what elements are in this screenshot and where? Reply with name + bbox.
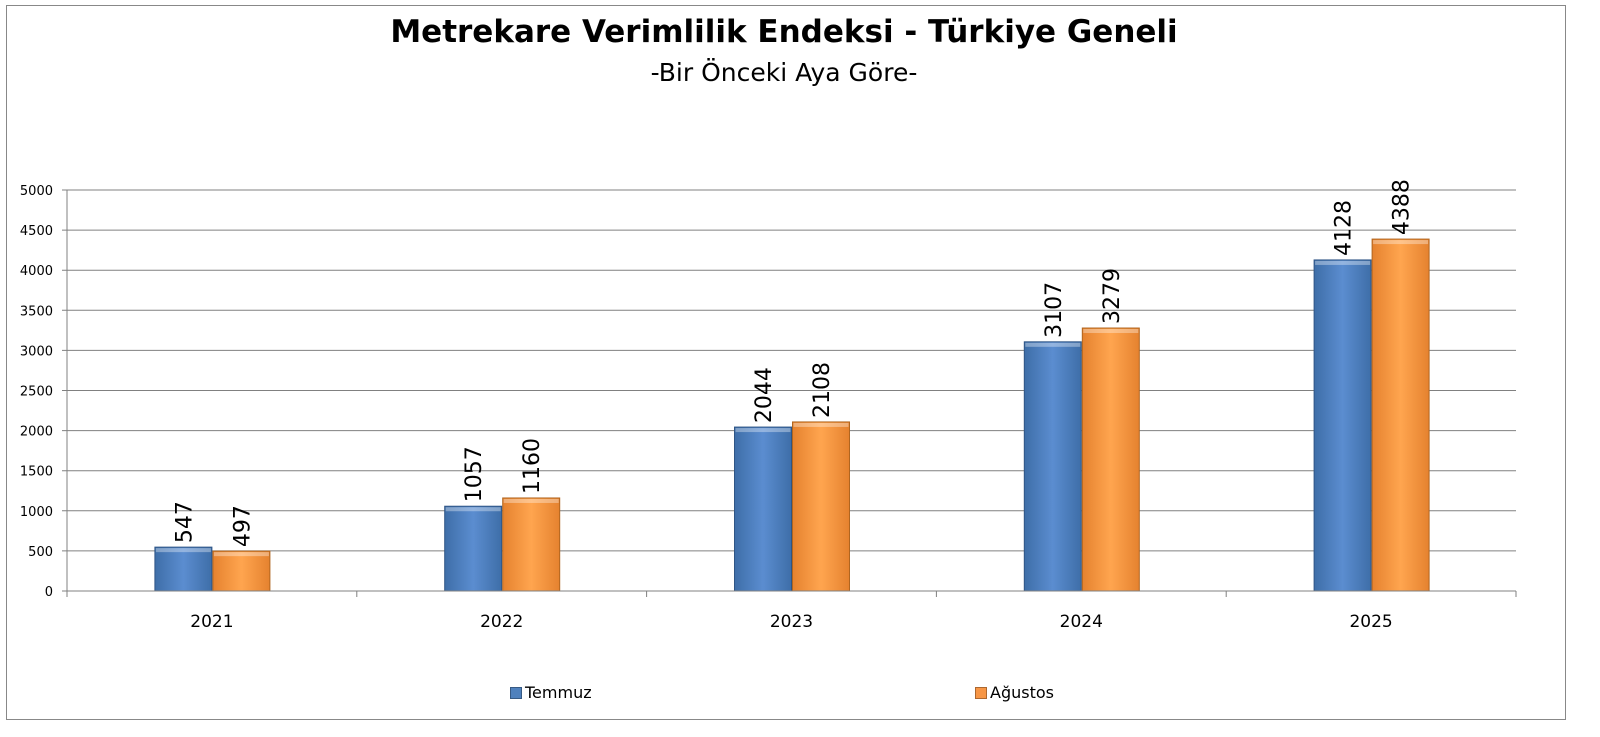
bar-bevel — [1373, 240, 1429, 245]
bar-bevel — [793, 422, 849, 427]
bar-temmuz-2023 — [734, 426, 792, 592]
data-label: 547 — [172, 501, 197, 543]
bar-bevel — [213, 552, 269, 557]
data-label: 3279 — [1100, 268, 1125, 324]
bar-bevel — [445, 507, 501, 512]
data-label: 2108 — [810, 362, 835, 418]
data-label: 4388 — [1390, 179, 1415, 235]
bar-bevel — [1025, 342, 1081, 347]
bar-bevel — [735, 428, 791, 433]
bar-ağustos-2023 — [792, 421, 850, 592]
bar-temmuz-2025 — [1313, 259, 1372, 592]
y-tick-label: 0 — [45, 585, 53, 600]
y-tick-label: 2500 — [20, 385, 53, 400]
bar-temmuz-2021 — [154, 546, 213, 592]
data-label: 2044 — [752, 367, 777, 423]
y-tick-label: 1500 — [20, 465, 53, 480]
y-tick-label: 500 — [28, 545, 53, 560]
x-tick-label: 2021 — [190, 612, 233, 632]
data-label: 4128 — [1332, 200, 1357, 256]
x-tick-label: 2022 — [480, 612, 523, 632]
legend-swatch-icon — [510, 686, 522, 699]
bar-ağustos-2022 — [502, 497, 561, 592]
legend-swatch-icon — [975, 686, 987, 699]
bar-bevel — [503, 498, 559, 503]
data-label: 497 — [230, 505, 255, 547]
data-label: 1160 — [520, 438, 545, 494]
y-tick-label: 3500 — [20, 304, 53, 319]
y-tick-label: 4000 — [20, 264, 53, 279]
bar-temmuz-2022 — [444, 505, 503, 592]
y-tick-label: 5000 — [20, 184, 53, 199]
x-tick-label: 2024 — [1060, 612, 1103, 632]
data-label: 3107 — [1042, 282, 1067, 338]
data-label: 1057 — [462, 446, 487, 502]
legend-item-temmuz: Temmuz — [510, 683, 592, 702]
legend-item-agustos: Ağustos — [975, 683, 1054, 702]
y-tick-label: 2000 — [20, 425, 53, 440]
bar-ağustos-2024 — [1081, 327, 1140, 592]
chart-subtitle: -Bir Önceki Aya Göre- — [650, 58, 918, 87]
bar-ağustos-2021 — [212, 550, 271, 592]
y-tick-label: 1000 — [20, 505, 53, 520]
chart-title: Metrekare Verimlilik Endeksi - Türkiye G… — [390, 14, 1178, 50]
y-tick-label: 3000 — [20, 344, 53, 359]
bar-bevel — [155, 548, 211, 553]
x-tick-label: 2023 — [770, 612, 813, 632]
y-tick-label: 4500 — [20, 224, 53, 239]
bar-temmuz-2024 — [1023, 341, 1082, 592]
bar-bevel — [1315, 260, 1371, 265]
bar-ağustos-2025 — [1371, 238, 1430, 592]
x-tick-label: 2025 — [1349, 612, 1392, 632]
bar-bevel — [1083, 329, 1139, 334]
chart-frame — [6, 5, 1566, 720]
